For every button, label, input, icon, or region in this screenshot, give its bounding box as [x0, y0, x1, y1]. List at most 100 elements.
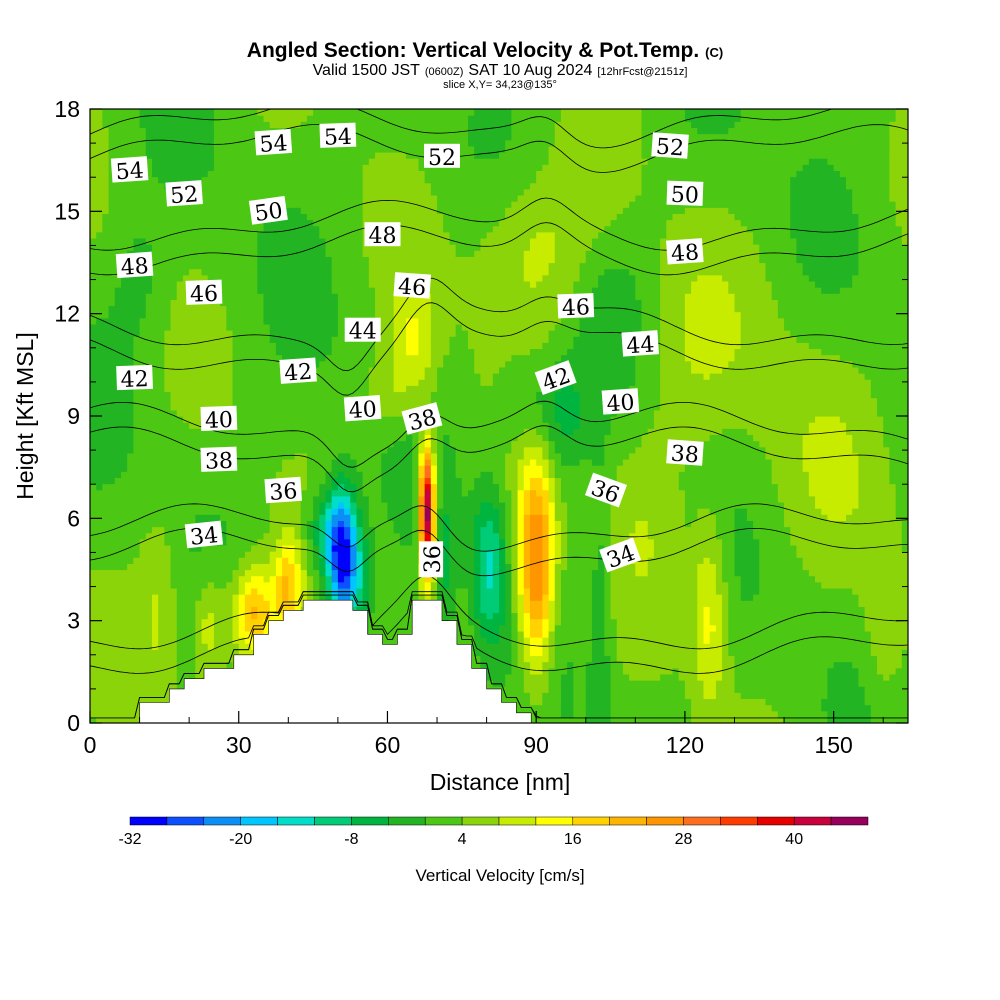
- heatmap-cell: [145, 452, 153, 460]
- heatmap-cell: [244, 366, 252, 374]
- heatmap-cell: [170, 489, 178, 497]
- heatmap-cell: [325, 151, 333, 159]
- heatmap-cell: [387, 299, 395, 307]
- heatmap-cell: [114, 637, 122, 644]
- heatmap-cell: [232, 268, 240, 276]
- heatmap-cell: [375, 422, 382, 429]
- heatmap-cell: [151, 477, 159, 485]
- heatmap-cell: [232, 164, 240, 171]
- heatmap-cell: [356, 164, 364, 171]
- heatmap-cell: [319, 244, 327, 251]
- heatmap-cell: [288, 403, 296, 411]
- heatmap-cell: [120, 649, 128, 657]
- heatmap-cell: [220, 397, 227, 405]
- heatmap-cell: [108, 416, 116, 423]
- heatmap-cell: [127, 495, 134, 503]
- heatmap-cell: [325, 416, 333, 423]
- heatmap-cell: [195, 219, 203, 227]
- heatmap-cell: [313, 299, 320, 307]
- heatmap-cell: [288, 213, 296, 221]
- heatmap-cell: [170, 538, 178, 546]
- heatmap-cell: [96, 354, 103, 362]
- heatmap-cell: [96, 458, 103, 466]
- heatmap-cell: [102, 207, 110, 214]
- heatmap-cell: [102, 182, 110, 190]
- heatmap-cell: [306, 213, 314, 221]
- heatmap-cell: [189, 336, 196, 343]
- heatmap-cell: [313, 305, 320, 313]
- heatmap-cell: [375, 551, 382, 558]
- heatmap-cell: [368, 489, 376, 497]
- heatmap-cell: [300, 139, 308, 147]
- heatmap-cell: [300, 538, 308, 546]
- heatmap-cell: [201, 133, 209, 141]
- heatmap-cell: [375, 508, 382, 515]
- heatmap-cell: [189, 317, 196, 325]
- heatmap-cell: [120, 342, 128, 350]
- heatmap-cell: [108, 465, 116, 472]
- heatmap-cell: [362, 520, 370, 528]
- heatmap-cell: [269, 170, 277, 178]
- heatmap-cell: [151, 385, 159, 393]
- heatmap-cell: [337, 452, 345, 460]
- heatmap-cell: [120, 348, 128, 356]
- heatmap-cell: [263, 471, 271, 478]
- heatmap-cell: [350, 508, 358, 515]
- heatmap-cell: [195, 317, 203, 325]
- heatmap-cell: [102, 121, 110, 129]
- heatmap-cell: [275, 440, 283, 448]
- heatmap-cell: [114, 551, 122, 558]
- heatmap-cell: [294, 158, 302, 165]
- heatmap-cell: [120, 710, 128, 718]
- heatmap-cell: [325, 489, 333, 497]
- heatmap-cell: [313, 293, 320, 300]
- heatmap-cell: [102, 630, 110, 638]
- heatmap-cell: [232, 538, 240, 546]
- heatmap-cell: [269, 176, 277, 184]
- heatmap-cell: [381, 551, 389, 558]
- heatmap-cell: [313, 109, 320, 116]
- heatmap-cell: [319, 477, 327, 485]
- heatmap-cell: [300, 151, 308, 159]
- heatmap-cell: [337, 557, 345, 564]
- heatmap-cell: [226, 336, 234, 343]
- heatmap-cell: [393, 514, 401, 521]
- heatmap-cell: [257, 452, 265, 460]
- heatmap-cell: [127, 446, 134, 454]
- heatmap-cell: [127, 121, 134, 129]
- heatmap-cell: [356, 360, 364, 368]
- heatmap-cell: [176, 532, 184, 540]
- heatmap-cell: [337, 115, 345, 122]
- heatmap-cell: [263, 293, 271, 300]
- heatmap-cell: [368, 508, 376, 515]
- heatmap-cell: [375, 280, 382, 288]
- heatmap-cell: [331, 587, 339, 595]
- heatmap-cell: [164, 600, 172, 607]
- heatmap-cell: [195, 348, 203, 356]
- heatmap-cell: [232, 624, 240, 632]
- heatmap-cell: [145, 606, 153, 614]
- heatmap-cell: [96, 115, 103, 122]
- heatmap-cell: [300, 231, 308, 239]
- heatmap-cell: [145, 526, 153, 534]
- heatmap-cell: [275, 237, 283, 245]
- heatmap-cell: [189, 109, 196, 116]
- heatmap-cell: [114, 673, 122, 681]
- heatmap-cell: [133, 237, 141, 245]
- heatmap-cell: [393, 532, 401, 540]
- heatmap-cell: [319, 201, 327, 208]
- heatmap-cell: [145, 330, 153, 337]
- heatmap-cell: [331, 557, 339, 564]
- heatmap-cell: [145, 544, 153, 552]
- heatmap-cell: [133, 508, 141, 515]
- heatmap-cell: [133, 538, 141, 546]
- heatmap-cell: [158, 121, 165, 129]
- heatmap-cell: [90, 710, 97, 718]
- heatmap-cell: [145, 280, 153, 288]
- heatmap-cell: [300, 385, 308, 393]
- heatmap-cell: [220, 323, 227, 331]
- heatmap-cell: [96, 532, 103, 540]
- heatmap-cell: [133, 231, 141, 239]
- heatmap-cell: [393, 446, 401, 454]
- heatmap-cell: [257, 176, 265, 184]
